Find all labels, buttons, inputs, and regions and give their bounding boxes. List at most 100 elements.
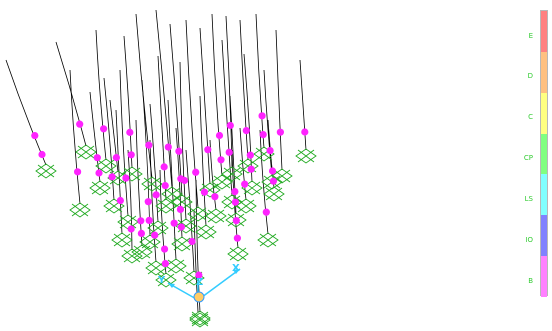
plastic-hinge-marker (188, 238, 195, 245)
plastic-hinge-marker (95, 169, 102, 176)
plastic-hinge-marker (76, 121, 83, 128)
plastic-hinge-marker (243, 127, 250, 134)
performance-legend-bar: E D C CP LS IO B (540, 10, 548, 296)
pile-element (70, 70, 80, 204)
legend-band-d (541, 52, 547, 93)
pile-support-symbol (236, 199, 256, 213)
pile-element (142, 80, 150, 236)
pile-support-symbol (36, 164, 56, 178)
legend-band-cp (541, 134, 547, 175)
plastic-hinge-marker (175, 148, 182, 155)
plastic-hinge-marker (109, 173, 116, 180)
pile-element (136, 120, 142, 246)
pile-element (136, 14, 152, 178)
plastic-hinge-marker (153, 191, 160, 198)
plastic-hinge-marker (192, 169, 199, 176)
plastic-hinge-marker (165, 143, 172, 150)
plastic-hinge-marker (145, 198, 152, 205)
pile-support-symbol (142, 177, 162, 191)
legend-label-b: B (528, 277, 533, 285)
plastic-hinge-marker (161, 245, 168, 252)
plastic-hinge-marker (263, 209, 270, 216)
plastic-hinge-marker (151, 232, 158, 239)
pile-element (6, 60, 46, 165)
plastic-hinge-marker (138, 230, 145, 237)
pile-support-symbol (212, 175, 232, 189)
plastic-hinge-marker (217, 156, 224, 163)
plastic-hinge-marker (269, 167, 276, 174)
plastic-hinge-marker (162, 182, 169, 189)
plastic-hinge-marker (231, 188, 238, 195)
plastic-hinge-marker (38, 151, 45, 158)
pile-support-symbol (122, 249, 142, 263)
pile-support-symbol (206, 209, 226, 223)
plastic-hinge-marker (266, 147, 273, 154)
pile-element (200, 96, 206, 226)
pile-support-symbol (112, 233, 132, 247)
pile-support-symbol (76, 145, 96, 159)
pile-support-symbol (166, 259, 186, 273)
plastic-hinge-marker (128, 225, 135, 232)
legend-band-b (541, 256, 547, 297)
plastic-hinge-marker (177, 206, 184, 213)
plastic-hinge-marker (94, 154, 101, 161)
legend-band-e (541, 11, 547, 52)
pile-support-symbol (118, 215, 138, 229)
plastic-hinge-marker (171, 220, 178, 227)
plastic-hinge-marker (260, 131, 267, 138)
plastic-hinge-marker (248, 166, 255, 173)
pile-element (276, 30, 282, 170)
legend-band-io (541, 215, 547, 256)
x-axis-label: X (232, 263, 240, 274)
plastic-hinge-marker (277, 129, 284, 136)
pile-support-symbol (258, 233, 278, 247)
legend-label-d: D (528, 72, 533, 80)
pile-element (300, 60, 306, 150)
plastic-hinge-marker (301, 128, 308, 135)
plastic-hinge-marker (128, 151, 135, 158)
pile-support-symbol (70, 203, 90, 217)
plastic-hinge-marker (226, 149, 233, 156)
plastic-hinge-marker (126, 129, 133, 136)
origin-marker (194, 292, 204, 302)
plastic-hinge-marker (117, 197, 124, 204)
pile-support-symbol (296, 149, 316, 163)
legend-label-io: IO (525, 236, 533, 244)
pile-support-symbol (132, 245, 152, 259)
plastic-hinge-marker (100, 125, 107, 132)
plastic-hinge-marker (241, 181, 248, 188)
plastic-hinge-marker (258, 112, 265, 119)
z-axis-label: Z (196, 277, 203, 288)
legend-label-e: E (529, 32, 533, 40)
pile-element (200, 28, 210, 184)
plastic-hinge-marker (247, 152, 254, 159)
plastic-hinge-marker (232, 199, 239, 206)
legend-label-ls: LS (525, 195, 533, 203)
plastic-hinge-marker (146, 217, 153, 224)
pile-element (124, 36, 132, 168)
pile-element (96, 30, 106, 160)
pile-support-symbol (222, 167, 242, 181)
plastic-hinge-marker (270, 178, 277, 185)
plastic-hinge-marker (74, 168, 81, 175)
plastic-hinge-marker (162, 260, 169, 267)
plastic-hinge-marker (204, 146, 211, 153)
plastic-hinge-marker (113, 154, 120, 161)
plastic-hinge-marker (216, 132, 223, 139)
plastic-hinge-marker (145, 142, 152, 149)
legend-band-ls (541, 174, 547, 215)
pile-element (226, 16, 232, 168)
legend-label-c: C (528, 113, 533, 121)
pile-element (256, 14, 264, 148)
plastic-hinge-marker (31, 132, 38, 139)
pile-element (212, 14, 222, 176)
pile-element (150, 104, 158, 222)
y-axis-label: Y (157, 275, 166, 286)
plastic-hinge-marker (178, 223, 185, 230)
pile-support-symbol (238, 159, 258, 173)
legend-band-c (541, 93, 547, 134)
pile-support-symbol (228, 247, 248, 261)
piles-layer (6, 10, 306, 312)
plastic-hinge-marker (161, 163, 168, 170)
